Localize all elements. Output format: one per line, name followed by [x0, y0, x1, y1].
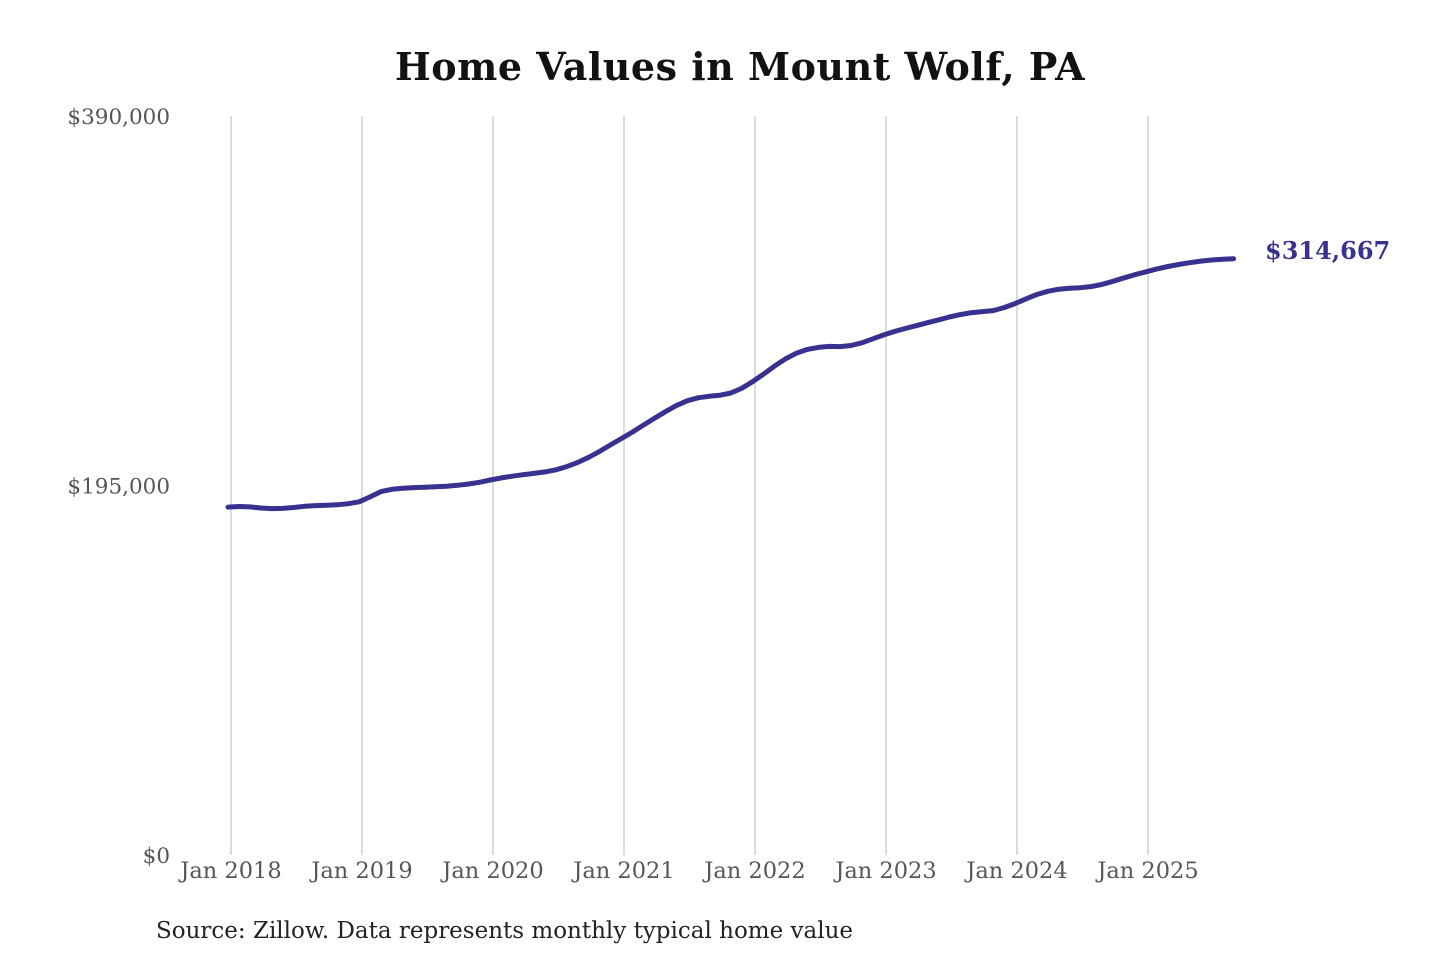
x-tick-label: Jan 2023 [833, 858, 936, 884]
y-tick-label: $390,000 [67, 105, 170, 130]
chart-title: Home Values in Mount Wolf, PA [394, 44, 1086, 89]
y-tick-label: $0 [143, 844, 170, 869]
latest-value-label: $314,667 [1265, 236, 1391, 265]
x-tick-label: Jan 2018 [178, 858, 281, 884]
x-tick-label: Jan 2022 [702, 858, 805, 884]
source-note: Source: Zillow. Data represents monthly … [156, 918, 854, 944]
x-tick-label: Jan 2025 [1095, 858, 1198, 884]
x-tick-label: Jan 2020 [440, 858, 543, 884]
home-value-line [225, 256, 1237, 512]
x-tick-label: Jan 2019 [309, 858, 412, 884]
y-tick-label: $195,000 [67, 475, 170, 500]
x-tick-label: Jan 2021 [571, 858, 674, 884]
x-tick-label: Jan 2024 [964, 858, 1067, 884]
